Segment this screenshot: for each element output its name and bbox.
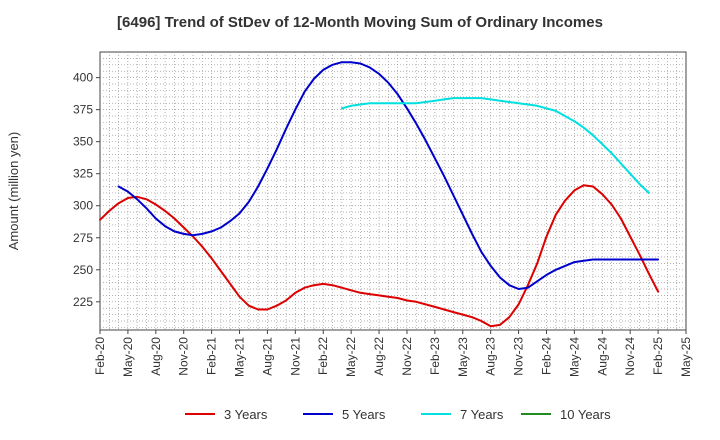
- y-tick-label: 350: [73, 135, 93, 149]
- series-line-7-years: [340, 97, 650, 194]
- x-tick-label: Feb-24: [539, 337, 553, 375]
- series-line-5-years: [117, 61, 660, 290]
- x-tick-label: Nov-23: [512, 337, 526, 376]
- series-line-3-years: [99, 184, 660, 328]
- x-tick-label: Feb-21: [205, 337, 219, 375]
- x-tick-label: Aug-20: [149, 337, 163, 376]
- legend-label: 7 Years: [460, 407, 504, 422]
- x-tick-label: Feb-23: [428, 337, 442, 375]
- y-axis-title: Amount (million yen): [6, 132, 21, 251]
- x-tick-label: Nov-21: [288, 337, 302, 376]
- x-tick-label: Aug-22: [372, 337, 386, 376]
- y-tick-label: 400: [73, 71, 93, 85]
- x-tick-label: Feb-22: [316, 337, 330, 375]
- x-tick-label: Aug-23: [484, 337, 498, 376]
- y-tick-label: 300: [73, 199, 93, 213]
- legend-label: 3 Years: [224, 407, 268, 422]
- y-tick-label: 375: [73, 103, 93, 117]
- x-tick-label: Nov-24: [623, 337, 637, 376]
- y-tick-label: 225: [73, 295, 93, 309]
- y-tick-label: 250: [73, 263, 93, 277]
- y-tick-label: 325: [73, 167, 93, 181]
- x-tick-label: May-25: [679, 337, 693, 377]
- x-tick-label: May-20: [121, 337, 135, 377]
- y-tick-label: 275: [73, 231, 93, 245]
- legend-label: 10 Years: [560, 407, 611, 422]
- x-tick-label: Aug-21: [260, 337, 274, 376]
- x-tick-label: Nov-20: [177, 337, 191, 376]
- legend-label: 5 Years: [342, 407, 386, 422]
- x-tick-label: Aug-24: [595, 337, 609, 376]
- plot-area: [99, 51, 687, 331]
- chart-title: [6496] Trend of StDev of 12-Month Moving…: [117, 14, 603, 31]
- x-tick-label: May-22: [344, 337, 358, 377]
- x-tick-label: Feb-20: [93, 337, 107, 375]
- x-tick-label: May-21: [233, 337, 247, 377]
- x-tick-label: Feb-25: [651, 337, 665, 375]
- x-tick-label: May-24: [567, 337, 581, 377]
- x-tick-label: May-23: [456, 337, 470, 377]
- x-tick-label: Nov-22: [400, 337, 414, 376]
